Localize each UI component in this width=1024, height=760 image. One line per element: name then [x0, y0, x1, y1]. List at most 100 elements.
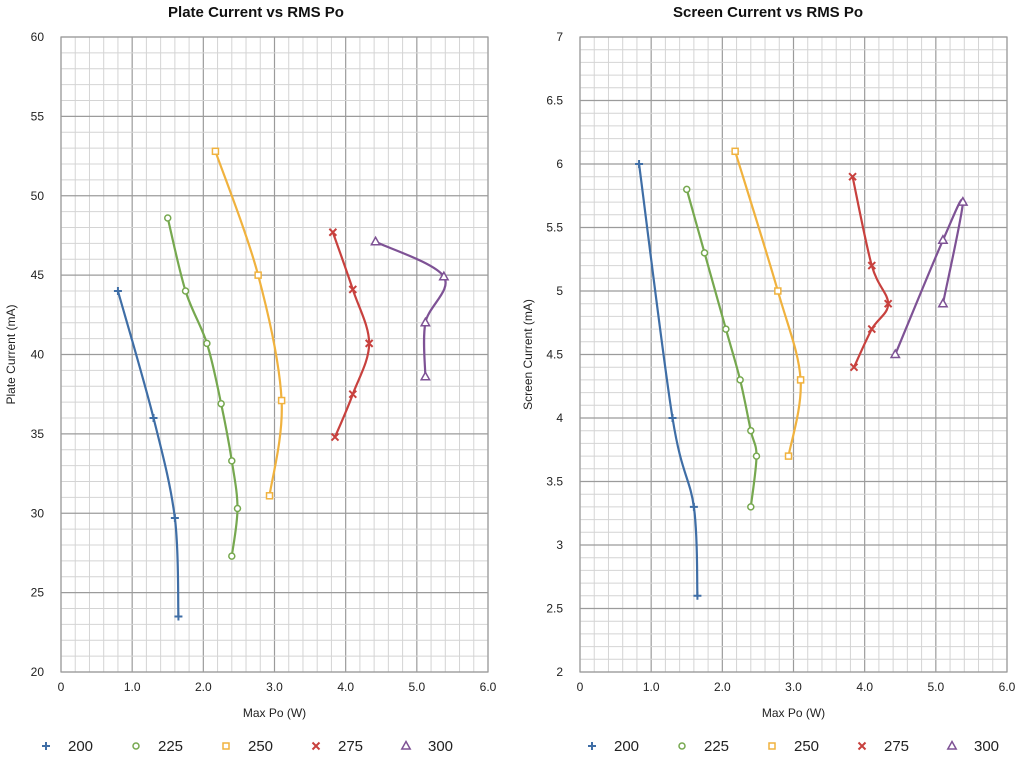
series-line-200 — [116, 289, 180, 618]
legend-label: 200 — [68, 738, 93, 755]
series-275 — [328, 228, 374, 442]
legend-item-275: 275 — [857, 738, 909, 755]
chart-title: Plate Current vs RMS Po — [168, 4, 344, 21]
legend-item-225: 225 — [132, 738, 183, 755]
data-point-225 — [217, 399, 225, 408]
data-point-300 — [438, 270, 450, 281]
series-200 — [113, 287, 183, 621]
legend-item-275: 275 — [311, 738, 363, 755]
legend-marker — [222, 742, 230, 750]
data-point-200 — [668, 414, 677, 422]
series-line-250 — [734, 150, 802, 458]
y-tick-label: 5 — [556, 284, 563, 298]
data-point-225 — [228, 552, 236, 560]
legend-label: 275 — [884, 738, 909, 755]
data-point-250 — [784, 452, 793, 460]
plate-current-plot: 0 1.0 2.0 3.0 4.0 5.0 6.0 20 25 30 35 40 45 50 55 60 Max… — [4, 30, 497, 755]
data-point-250 — [774, 287, 782, 295]
data-point-250 — [254, 271, 262, 279]
x-tick-label: 6.0 — [480, 680, 497, 694]
series-line-250 — [214, 150, 283, 497]
x-tick-label: 3.0 — [785, 680, 802, 694]
legend-marker — [311, 741, 321, 751]
y-tick-label: 3.5 — [546, 475, 563, 489]
data-point-300 — [957, 196, 969, 206]
y-tick-label: 2 — [556, 665, 563, 679]
series-line-275 — [851, 175, 890, 369]
data-point-300 — [889, 348, 901, 359]
y-tick-label: 6.5 — [546, 94, 563, 108]
x-tick-label: 2.0 — [195, 680, 212, 694]
y-axis-title: Plate Current (mA) — [4, 304, 18, 404]
series-line-275 — [331, 231, 371, 439]
y-tick-label: 25 — [31, 586, 45, 600]
data-point-275 — [848, 172, 857, 181]
data-point-200 — [693, 591, 702, 600]
series-line-225 — [166, 216, 239, 558]
data-point-250 — [265, 492, 274, 500]
data-point-275 — [330, 432, 340, 442]
legend-label: 225 — [158, 738, 183, 755]
data-point-275 — [867, 261, 876, 270]
data-point-275 — [883, 299, 893, 308]
y-tick-label: 35 — [31, 427, 45, 441]
data-point-225 — [722, 325, 730, 333]
plot-area-border — [579, 36, 1008, 673]
data-point-275 — [867, 324, 876, 334]
legend-marker — [946, 739, 958, 750]
legend-label: 300 — [974, 738, 999, 755]
legend-label: 275 — [338, 738, 363, 755]
series-225 — [164, 214, 242, 560]
legend-item-200: 200 — [588, 738, 639, 755]
data-point-300 — [419, 370, 431, 381]
data-point-275 — [849, 362, 859, 372]
legend-marker — [132, 742, 140, 750]
data-point-225 — [752, 452, 761, 460]
data-point-275 — [328, 228, 338, 237]
y-tick-label: 40 — [31, 348, 45, 362]
x-axis-title: Max Po (W) — [762, 706, 825, 720]
x-tick-label: 0 — [58, 680, 65, 694]
series-250 — [731, 147, 805, 460]
data-point-300 — [419, 316, 431, 327]
y-tick-label: 7 — [556, 30, 563, 44]
x-tick-label: 1.0 — [643, 680, 660, 694]
data-point-275 — [348, 389, 357, 399]
data-point-250 — [211, 147, 220, 156]
legend-marker — [588, 742, 596, 750]
series-300 — [370, 235, 450, 381]
x-tick-label: 3.0 — [266, 680, 283, 694]
y-tick-label: 55 — [31, 109, 45, 123]
y-tick-label: 3 — [556, 538, 563, 552]
legend-marker — [768, 742, 776, 750]
series-275 — [848, 172, 893, 372]
y-tick-label: 50 — [31, 189, 45, 203]
series-line-225 — [685, 188, 758, 508]
data-point-275 — [348, 285, 357, 294]
plot-area-border — [60, 36, 489, 673]
data-point-225 — [228, 457, 236, 465]
data-point-225 — [233, 504, 242, 513]
x-tick-label: 2.0 — [714, 680, 731, 694]
screen-current-plot: 0 1.0 2.0 3.0 4.0 5.0 6.0 2 2.5 3 3.5 4 4.5 5 5.5 6 6.5 7… — [521, 30, 1016, 755]
grid — [60, 36, 489, 673]
legend-label: 300 — [428, 738, 453, 755]
x-tick-label: 4.0 — [337, 680, 354, 694]
data-point-200 — [174, 612, 183, 621]
series-250 — [211, 147, 286, 500]
x-tick-label: 6.0 — [999, 680, 1016, 694]
y-tick-label: 60 — [31, 30, 45, 44]
x-tick-label: 5.0 — [408, 680, 425, 694]
legend-item-300: 300 — [946, 738, 999, 755]
data-point-200 — [170, 514, 179, 523]
legend-marker — [400, 739, 412, 750]
y-tick-label: 30 — [31, 506, 45, 520]
data-point-300 — [937, 234, 949, 244]
data-point-225 — [700, 249, 709, 257]
data-point-275 — [364, 339, 374, 348]
y-tick-label: 4 — [556, 411, 563, 425]
data-point-225 — [181, 287, 190, 295]
legend-item-225: 225 — [678, 738, 729, 755]
data-point-250 — [277, 396, 286, 405]
plate-current-chart: Plate Current vs RMS Po 0 1.0 2.0 3.0 4.0 5.0… — [4, 4, 497, 755]
